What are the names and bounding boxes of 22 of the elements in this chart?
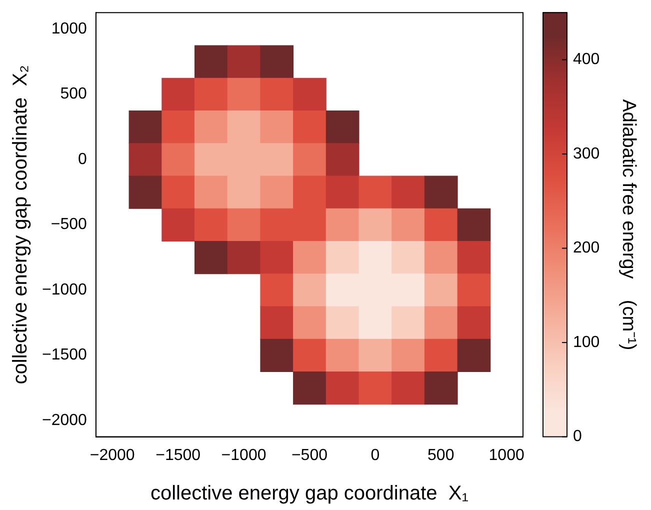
y-tick-label: 1000 [51,20,88,38]
y-tick-label: −1000 [42,281,88,298]
x-tick-label: −2000 [90,446,135,464]
x-tick-label: 1000 [488,446,524,464]
x-tick-label: −1500 [156,446,201,464]
color-bar-label: 400 [573,51,600,68]
color-bar-label: 200 [573,240,600,257]
color-bar-label: 0 [573,428,582,446]
color-bar-label: 300 [573,145,600,162]
color-bar-title: Adiabatic free energy (cm⁻¹) [618,99,639,350]
y-tick-label: 500 [60,86,88,103]
x-tick-label: −500 [291,446,328,464]
y-tick-label: 0 [78,150,88,168]
x-tick-label: −1000 [221,446,266,464]
x-axis-title: collective energy gap coordinate X₁ [150,482,469,505]
y-tick-label: −1500 [42,346,88,364]
y-tick-label: −2000 [42,412,88,429]
x-tick-label: 0 [370,446,380,464]
color-bar-label: 100 [573,334,600,351]
x-tick-label: 500 [428,446,454,464]
y-tick-label: −500 [50,216,88,234]
y-axis-title: collective energy gap coordinate X₂ [10,65,32,384]
